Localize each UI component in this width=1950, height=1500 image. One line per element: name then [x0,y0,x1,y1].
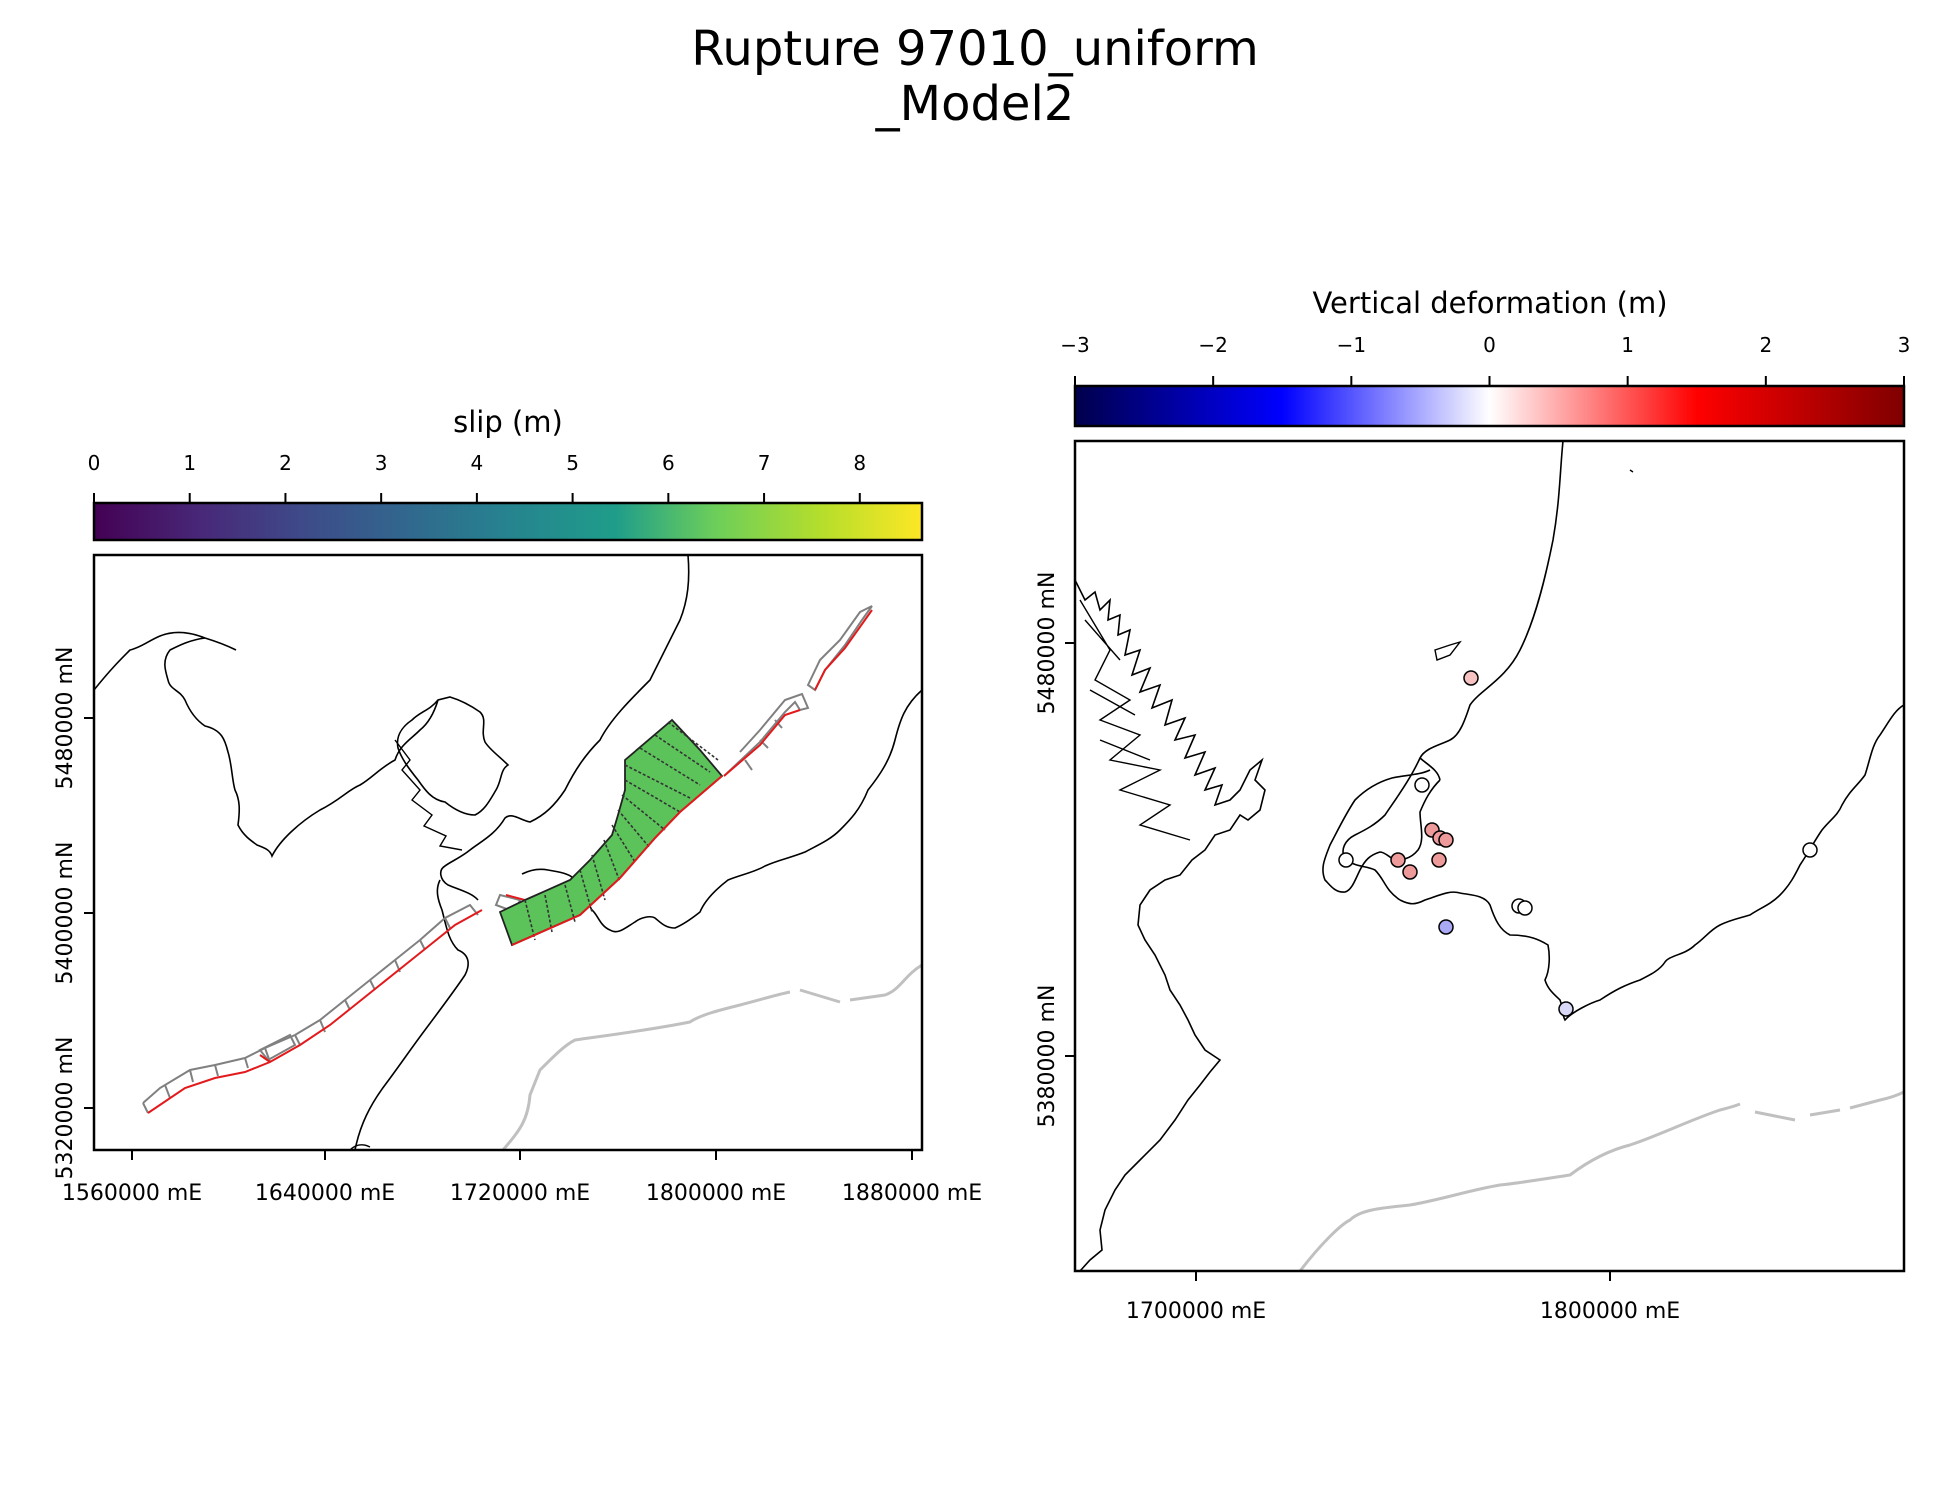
deformation-sites [1338,670,1818,1017]
fault-trace-ne [723,709,801,777]
coastline-north-island-west [354,555,690,1150]
slip-map-frame [92,553,924,1152]
coastline-island [1434,640,1462,661]
rupture-patch-dividers [524,721,719,941]
deformation-colorbar-ticks: −3 −2 −1 0 1 2 3 [1060,333,1910,386]
coastline-north-west [94,631,439,859]
deformation-map-frame [1073,439,1906,1273]
slip-colorbar-tick-label: 5 [566,451,579,475]
site-marker [1517,900,1533,916]
site-marker [1390,852,1406,868]
slip-map-x-tick-label: 1880000 mE [842,1181,982,1206]
deformation-colorbar-tick-label: 2 [1759,333,1772,357]
coastline-north-island-south [1399,704,1904,1022]
inactive-fault-patches-sw [142,903,479,1104]
figure-title: Rupture 97010_uniform _Model2 [0,22,1950,132]
site-marker [1414,777,1430,793]
fault-trace-sw [147,909,483,1114]
coastline-south-island [1075,579,1266,1271]
slip-colorbar: slip (m) 0 1 2 3 4 5 6 7 8 [88,405,924,542]
slip-colorbar-tick-label: 4 [471,451,484,475]
coastline-speck [1629,469,1634,473]
slip-colorbar-label: slip (m) [453,405,563,439]
slip-map-y-tick-label: 5320000 mN [53,1037,78,1180]
slip-colorbar-tick-label: 3 [375,451,388,475]
slip-map-x-axis: 1560000 mE 1640000 mE 1720000 mE 1800000 mE… [62,1150,982,1206]
site-marker [1463,670,1479,686]
inactive-fault-patch-dividers-ne [744,719,783,771]
site-marker [1438,832,1454,848]
slip-colorbar-tick-label: 6 [662,451,675,475]
deformation-colorbar-tick-label: −2 [1198,333,1227,357]
fault-trace-rupture [511,775,723,946]
deformation-colorbar-label: Vertical deformation (m) [1312,286,1667,320]
slip-map-x-tick-label: 1800000 mE [646,1181,786,1206]
site-marker [1431,852,1447,868]
slip-map-x-tick-label: 1720000 mE [450,1181,590,1206]
deformation-map-y-axis: 5380000 mN 5480000 mN [1035,572,1075,1128]
deformation-map-x-axis: 1700000 mE 1800000 mE [1126,1271,1680,1324]
slip-colorbar-tick-label: 0 [88,451,101,475]
slip-map-y-tick-label: 5480000 mN [53,647,78,790]
slip-map-x-tick-label: 1560000 mE [62,1181,202,1206]
slip-colorbar-tick-label: 7 [758,451,771,475]
site-marker [1338,852,1354,868]
site-marker [1802,842,1818,858]
coastline-wellington [1322,769,1441,893]
site-marker [1558,1001,1574,1017]
deformation-colorbar-tick-label: −1 [1337,333,1366,357]
deformation-map-y-tick-label: 5480000 mN [1035,572,1060,715]
subduction-margin-line [501,990,791,1150]
deformation-map-y-tick-label: 5380000 mN [1035,985,1060,1128]
slip-map-x-tick-label: 1640000 mE [255,1181,395,1206]
inactive-fault-patches-ne [723,692,810,777]
fault-trace-small [259,1054,271,1063]
slip-map-y-axis: 5320000 mN 5400000 mN 5480000 mN [53,647,94,1180]
deformation-colorbar-tick-label: 0 [1483,333,1496,357]
deformation-colorbar-gradient [1073,384,1906,428]
slip-colorbar-tick-label: 2 [279,451,292,475]
slip-colorbar-gradient [92,501,924,542]
coastline-east-north [1342,441,1564,901]
slip-map: 1560000 mE 1640000 mE 1720000 mE 1800000 mE… [53,553,982,1206]
deformation-map-x-tick-label: 1700000 mE [1126,1299,1266,1324]
slip-map-y-tick-label: 5400000 mN [53,842,78,985]
deformation-colorbar-tick-label: 1 [1621,333,1634,357]
slip-colorbar-ticks: 0 1 2 3 4 5 6 7 8 [88,451,866,503]
coastline-sounds-inlets [1079,599,1191,841]
site-marker [1402,864,1418,880]
slip-colorbar-tick-label: 8 [853,451,866,475]
deformation-map: 1700000 mE 1800000 mE 5380000 mN 5480000 m… [1035,439,1906,1324]
inactive-fault-patch-dividers-sw [142,917,451,1114]
coastline-sounds [396,696,510,816]
site-marker [1438,919,1454,935]
subduction-margin-line-2 [799,963,922,1004]
title-line-2: _Model2 [875,76,1075,132]
rupture-patches [498,718,724,947]
inactive-fault-patch [258,1033,297,1062]
deformation-colorbar-tick-label: 3 [1898,333,1911,357]
deformation-map-x-tick-label: 1800000 mE [1540,1299,1680,1324]
coastline-sounds-inlets [394,739,463,851]
deformation-colorbar: Vertical deformation (m) −3 −2 −1 0 1 2 3 [1060,286,1910,428]
fault-trace-far-ne [814,609,873,691]
subduction-margin-line [1298,1102,1741,1271]
title-line-1: Rupture 97010_uniform [691,21,1259,77]
slip-colorbar-tick-label: 1 [183,451,196,475]
inactive-fault-patches-far-ne [806,605,873,692]
subduction-margin-line-2 [1754,1090,1904,1122]
deformation-colorbar-tick-label: −3 [1060,333,1089,357]
